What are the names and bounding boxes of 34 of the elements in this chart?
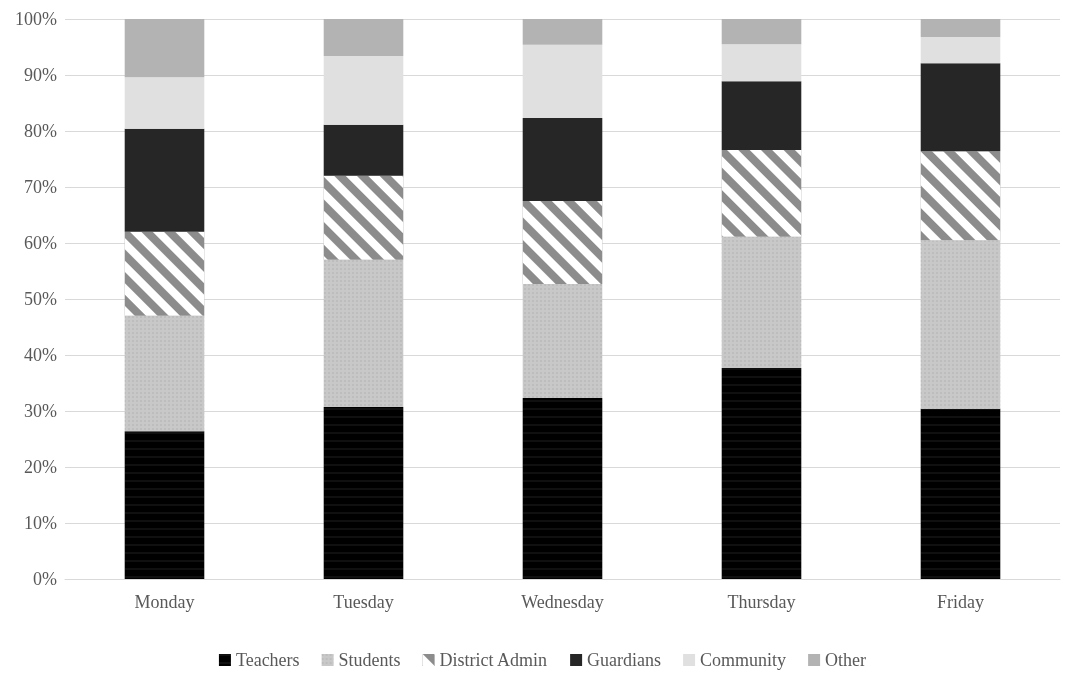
bar bbox=[323, 19, 404, 56]
y-tick-label: 0% bbox=[33, 569, 57, 589]
y-tick-label: 70% bbox=[24, 177, 57, 197]
y-tick-label: 10% bbox=[24, 513, 57, 533]
bar bbox=[522, 118, 603, 201]
bar bbox=[124, 128, 205, 232]
y-tick-label: 90% bbox=[24, 65, 57, 85]
bar bbox=[721, 19, 802, 45]
bar bbox=[920, 19, 1001, 37]
legend-label: Teachers bbox=[235, 650, 300, 670]
bar bbox=[721, 81, 802, 151]
y-tick-label: 30% bbox=[24, 401, 57, 421]
bar bbox=[920, 36, 1001, 64]
legend-label: Community bbox=[700, 650, 787, 670]
y-tick-label: 80% bbox=[24, 121, 57, 141]
x-tick-label: Friday bbox=[937, 592, 984, 612]
y-tick-label: 20% bbox=[24, 457, 57, 477]
bar bbox=[323, 124, 404, 176]
bar bbox=[124, 19, 205, 78]
bar bbox=[522, 19, 603, 45]
y-tick-label: 50% bbox=[24, 289, 57, 309]
y-tick-label: 100% bbox=[15, 9, 57, 29]
legend-label: Students bbox=[338, 650, 401, 670]
legend-label: Other bbox=[825, 650, 867, 670]
x-tick-label: Monday bbox=[134, 592, 195, 612]
y-tick-label: 60% bbox=[24, 233, 57, 253]
y-tick-label: 40% bbox=[24, 345, 57, 365]
legend-label: District Admin bbox=[439, 650, 548, 670]
bar bbox=[920, 63, 1001, 152]
x-tick-label: Tuesday bbox=[333, 592, 394, 612]
x-tick-label: Wednesday bbox=[521, 592, 604, 612]
legend-label: Guardians bbox=[587, 650, 662, 670]
x-tick-label: Thursday bbox=[727, 592, 796, 612]
bar bbox=[124, 77, 205, 129]
